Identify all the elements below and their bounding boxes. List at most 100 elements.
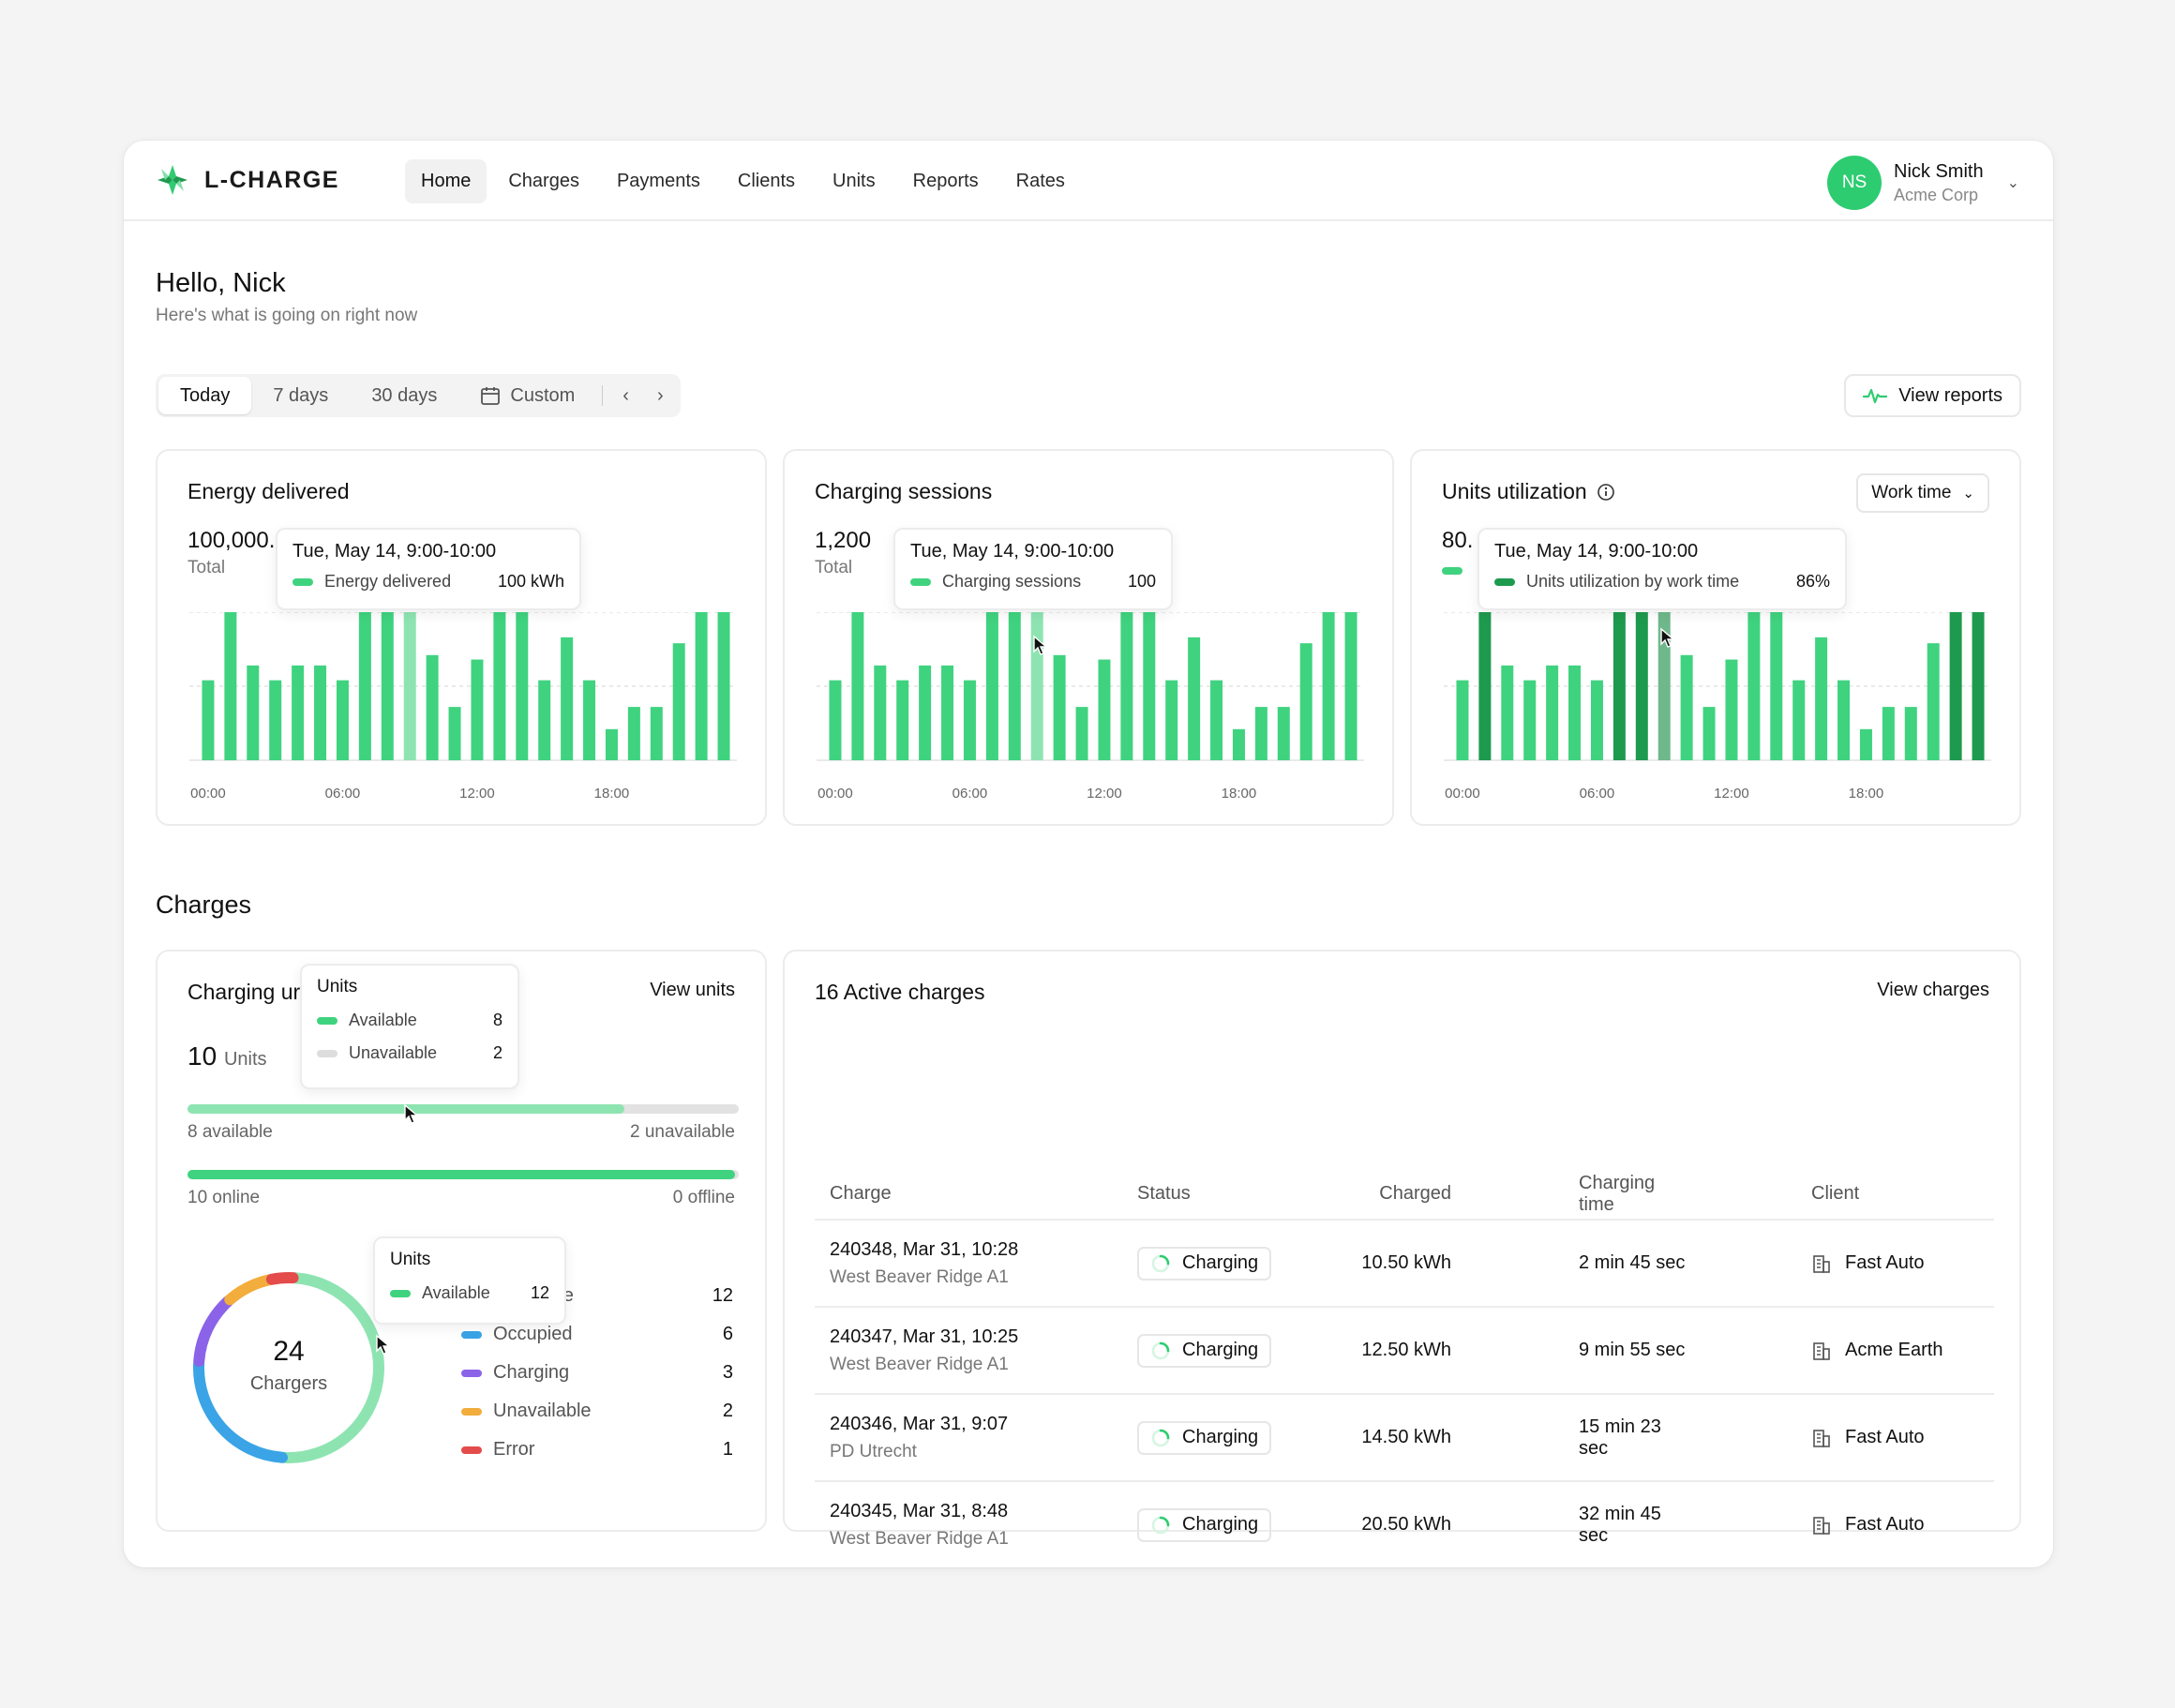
chart-bar[interactable]	[1188, 637, 1201, 760]
chart-bar[interactable]	[314, 665, 327, 760]
chevron-right-icon[interactable]: ›	[656, 384, 664, 406]
nav-clients[interactable]: Clients	[737, 171, 796, 191]
chevron-left-icon[interactable]: ‹	[622, 384, 629, 406]
chart-bar[interactable]	[1972, 612, 1985, 760]
chart-bar[interactable]	[1344, 612, 1358, 760]
chart-bar[interactable]	[269, 680, 282, 760]
chart-bar[interactable]	[1165, 680, 1178, 760]
chart-bar[interactable]	[1075, 707, 1088, 760]
donut-slice-unavailable[interactable]	[224, 1274, 276, 1306]
chart-bar[interactable]	[292, 665, 305, 760]
chart-bar[interactable]	[605, 728, 618, 760]
chart-bar[interactable]	[851, 612, 864, 760]
chart-bar[interactable]	[426, 654, 439, 760]
chart-bar[interactable]	[1927, 643, 1940, 760]
column-header-client[interactable]: Client	[1704, 1169, 1994, 1221]
chart-bar[interactable]	[1143, 612, 1156, 760]
chart-bar[interactable]	[1008, 612, 1021, 760]
chart-bar[interactable]	[1635, 612, 1648, 760]
chart-bar[interactable]	[1859, 728, 1872, 760]
chart-bar[interactable]	[1658, 612, 1671, 760]
chart-bar[interactable]	[336, 680, 349, 760]
donut-slice-occupied[interactable]	[193, 1357, 289, 1463]
donut-slice-available[interactable]	[278, 1272, 384, 1463]
chart-bar[interactable]	[381, 612, 394, 760]
nav-home[interactable]: Home	[405, 159, 488, 203]
chart-bar[interactable]	[1501, 665, 1514, 760]
chart-bar[interactable]	[561, 637, 574, 760]
chart-bar[interactable]	[403, 612, 416, 760]
chart-bar[interactable]	[471, 659, 484, 760]
chart-bar[interactable]	[583, 680, 596, 760]
info-icon[interactable]	[1597, 483, 1615, 502]
chart-bar[interactable]	[1838, 680, 1851, 760]
chart-bar[interactable]	[493, 612, 506, 760]
chart-bar[interactable]	[538, 680, 551, 760]
chart-bar[interactable]	[919, 665, 932, 760]
chart-bar[interactable]	[1478, 612, 1492, 760]
nav-charges[interactable]: Charges	[508, 171, 579, 191]
chart-bar[interactable]	[1210, 680, 1223, 760]
donut-slice-charging[interactable]	[193, 1295, 234, 1368]
chart-bar[interactable]	[1815, 637, 1828, 760]
sessions-bar-chart[interactable]: 00:00 06:00 12:00 18:00	[809, 612, 1370, 809]
work-time-dropdown[interactable]: Work time ⌄	[1856, 473, 1989, 513]
chart-bar[interactable]	[1299, 643, 1312, 760]
chart-bar[interactable]	[717, 612, 730, 760]
column-header-charge[interactable]: Charge	[815, 1169, 1122, 1221]
chart-bar[interactable]	[1232, 728, 1245, 760]
chart-bar[interactable]	[1725, 659, 1738, 760]
donut-slice-error[interactable]	[265, 1272, 299, 1285]
chart-bar[interactable]	[1770, 612, 1783, 760]
column-header-charging-time[interactable]: Charging time	[1466, 1169, 1704, 1221]
chart-bar[interactable]	[1949, 612, 1962, 760]
view-charges-link[interactable]: View charges	[1877, 980, 1989, 1000]
chart-bar[interactable]	[941, 665, 954, 760]
chart-bar[interactable]	[1456, 680, 1469, 760]
column-header-charged[interactable]: Charged	[1328, 1169, 1466, 1221]
nav-rates[interactable]: Rates	[1015, 171, 1065, 191]
nav-payments[interactable]: Payments	[616, 171, 700, 191]
energy-bar-chart[interactable]: 00:00 06:00 12:00 18:00	[182, 612, 742, 809]
chart-bar[interactable]	[650, 707, 663, 760]
online-bar[interactable]	[188, 1170, 735, 1179]
chart-bar[interactable]	[1254, 707, 1268, 760]
chart-bar[interactable]	[448, 707, 461, 760]
chart-bar[interactable]	[695, 612, 708, 760]
chart-bar[interactable]	[1568, 665, 1582, 760]
nav-units[interactable]: Units	[832, 171, 876, 191]
utilization-bar-chart[interactable]: 00:00 06:00 12:00 18:00	[1436, 612, 1997, 809]
chart-bar[interactable]	[1523, 680, 1537, 760]
chart-bar[interactable]	[1748, 612, 1761, 760]
chart-bar[interactable]	[985, 612, 998, 760]
chargers-donut-chart[interactable]	[186, 1265, 392, 1471]
chart-bar[interactable]	[1120, 612, 1133, 760]
chart-bar[interactable]	[1792, 680, 1806, 760]
chart-bar[interactable]	[224, 612, 237, 760]
chart-bar[interactable]	[672, 643, 685, 760]
chart-bar[interactable]	[358, 612, 371, 760]
chart-bar[interactable]	[1904, 707, 1917, 760]
table-row[interactable]: 240346, Mar 31, 9:07 PD Utrecht Charging…	[815, 1394, 1994, 1482]
chart-bar[interactable]	[202, 680, 215, 760]
chart-bar[interactable]	[1612, 612, 1626, 760]
chart-bar[interactable]	[627, 707, 640, 760]
chart-bar[interactable]	[1702, 707, 1716, 760]
range-30-days[interactable]: 30 days	[371, 384, 438, 406]
table-row[interactable]: 240347, Mar 31, 10:25 West Beaver Ridge …	[815, 1307, 1994, 1395]
table-row[interactable]: 240348, Mar 31, 10:28 West Beaver Ridge …	[815, 1220, 1994, 1308]
chart-bar[interactable]	[516, 612, 529, 760]
view-reports-button[interactable]: View reports	[1844, 374, 2021, 417]
range-7-days[interactable]: 7 days	[273, 384, 329, 406]
chart-bar[interactable]	[896, 680, 909, 760]
chart-bar[interactable]	[1277, 707, 1290, 760]
range-custom[interactable]: Custom	[458, 377, 596, 414]
range-today[interactable]: Today	[158, 377, 252, 414]
chart-bar[interactable]	[963, 680, 976, 760]
table-row[interactable]: 240345, Mar 31, 8:48 West Beaver Ridge A…	[815, 1481, 1994, 1567]
chart-bar[interactable]	[1322, 612, 1335, 760]
column-header-status[interactable]: Status	[1122, 1169, 1328, 1221]
nav-reports[interactable]: Reports	[912, 171, 979, 191]
chart-bar[interactable]	[1882, 707, 1895, 760]
chart-bar[interactable]	[1546, 665, 1559, 760]
